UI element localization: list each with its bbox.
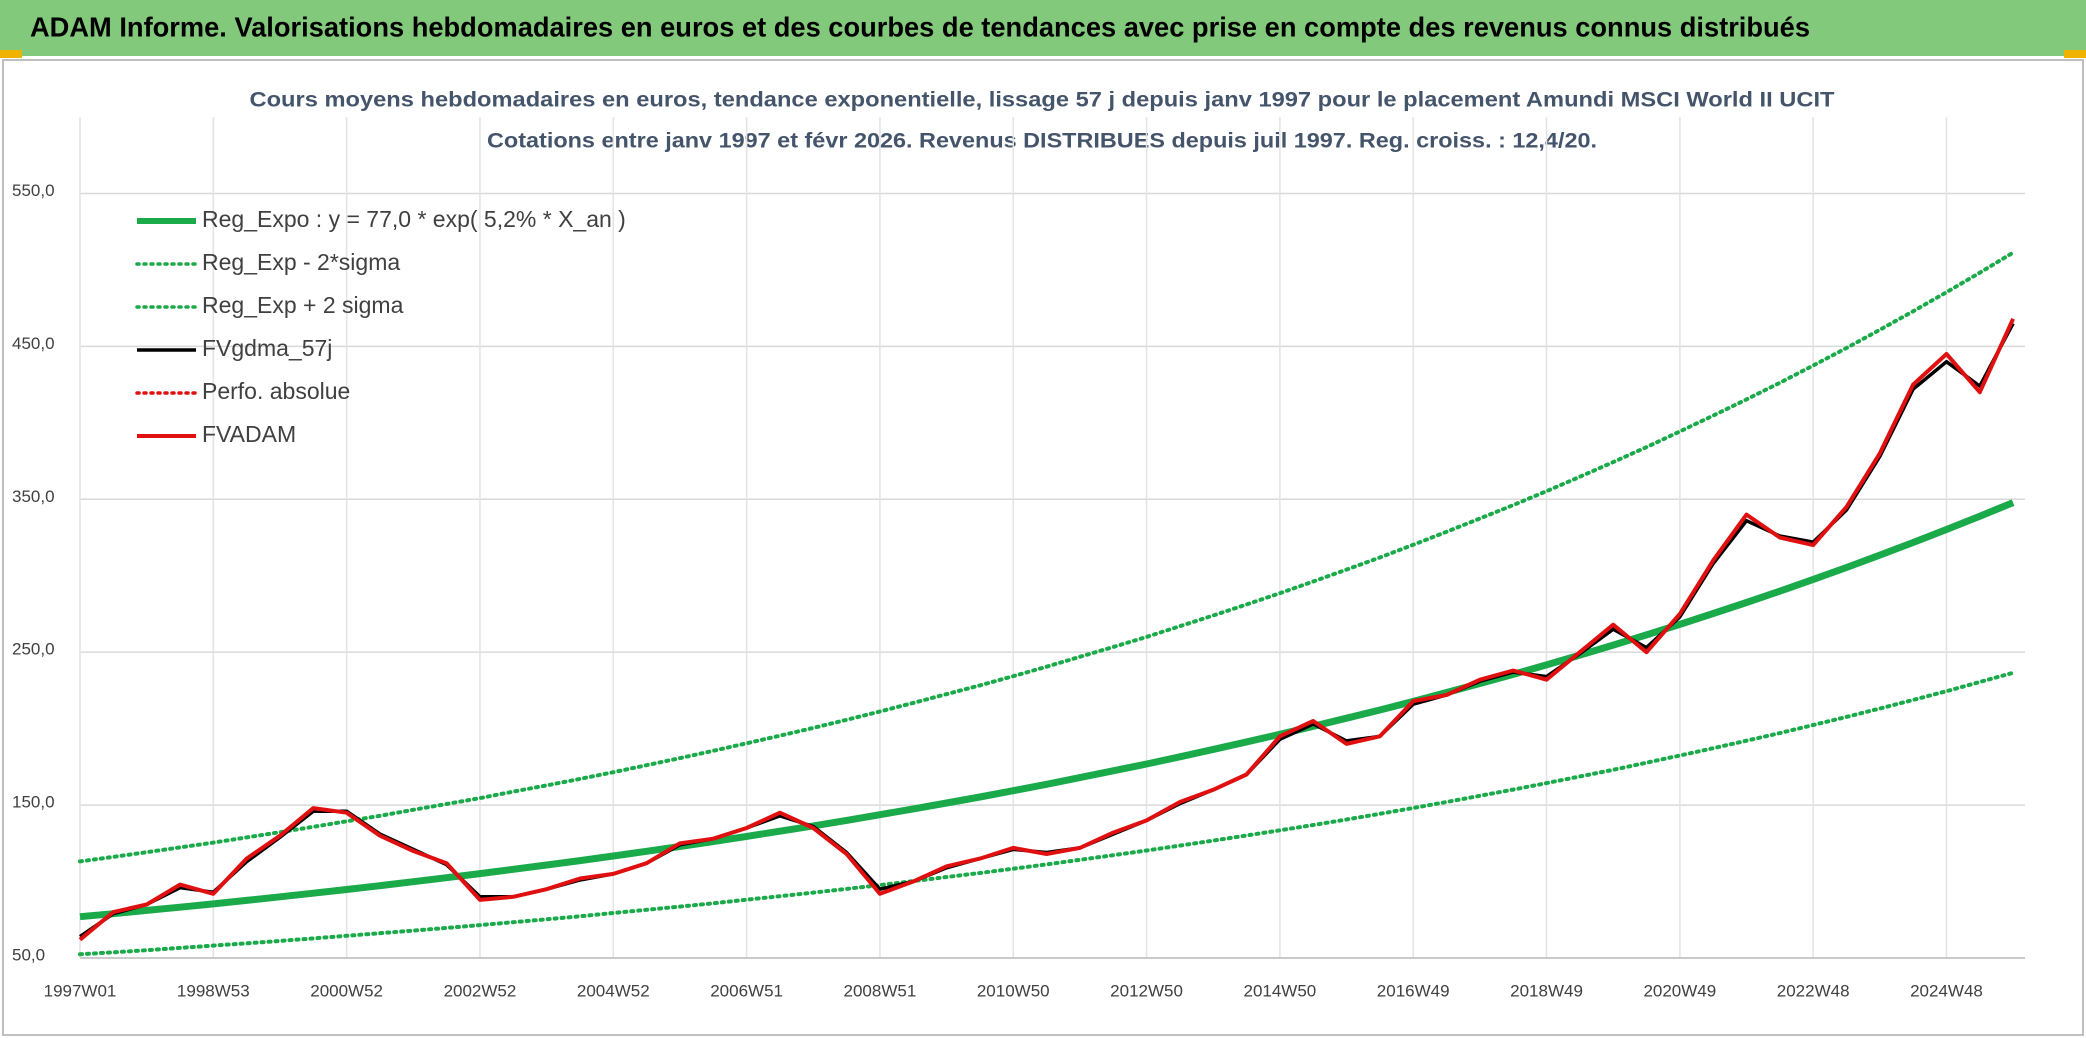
chart-subtitle: Cotations entre janv 1997 et févr 2026. … [487, 130, 1597, 153]
chart-frame [2, 59, 2084, 1036]
x-tick-label: 2014W50 [1243, 981, 1316, 1000]
series-line [78, 670, 2016, 957]
x-tick-label: 2006W51 [710, 981, 783, 1000]
header-title: ADAM Informe. Valorisations hebdomadaire… [30, 11, 1810, 42]
x-tick-label: 2016W49 [1377, 981, 1450, 1000]
x-tick-label: 2018W49 [1510, 981, 1583, 1000]
y-tick-label: 150,0 [12, 793, 55, 812]
corner-mark [0, 50, 22, 58]
legend-label: Reg_Expo : y = 77,0 * exp( 5,2% * X_an ) [202, 206, 626, 232]
series-line [78, 317, 2015, 942]
x-tick-label: 2004W52 [577, 981, 650, 1000]
y-tick-label: 250,0 [12, 640, 55, 659]
x-tick-label: 1997W01 [44, 981, 117, 1000]
x-tick-label: 2002W52 [444, 981, 517, 1000]
corner-mark [2064, 50, 2086, 58]
x-tick-label: 1998W53 [177, 981, 250, 1000]
x-tick-label: 2008W51 [844, 981, 917, 1000]
x-tick-label: 2024W48 [1910, 981, 1983, 1000]
header-bar [0, 0, 2086, 56]
y-tick-label: 350,0 [12, 487, 55, 506]
legend-label: FVADAM [202, 421, 296, 447]
y-tick-label: 450,0 [12, 334, 55, 353]
chart-title: Cours moyens hebdomadaires en euros, ten… [250, 89, 1835, 112]
y-tick-label: 50,0 [12, 945, 45, 964]
x-tick-label: 2020W49 [1643, 981, 1716, 1000]
legend-label: FVgdma_57j [202, 335, 332, 361]
x-tick-label: 2000W52 [310, 981, 383, 1000]
legend-label: Perfo. absolue [202, 378, 350, 404]
legend-label: Reg_Exp + 2 sigma [202, 292, 404, 318]
x-tick-label: 2022W48 [1777, 981, 1850, 1000]
x-tick-label: 2012W50 [1110, 981, 1183, 1000]
legend-label: Reg_Exp - 2*sigma [202, 249, 400, 275]
x-tick-label: 2010W50 [977, 981, 1050, 1000]
series-line [79, 499, 2015, 921]
y-tick-label: 550,0 [12, 181, 55, 200]
series-line [78, 250, 2016, 864]
